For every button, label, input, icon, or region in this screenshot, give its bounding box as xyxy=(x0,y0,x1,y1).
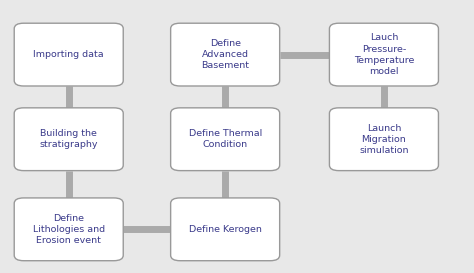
FancyBboxPatch shape xyxy=(14,108,123,171)
FancyBboxPatch shape xyxy=(171,23,280,86)
Text: Define Thermal
Condition: Define Thermal Condition xyxy=(189,129,262,149)
FancyBboxPatch shape xyxy=(329,23,438,86)
FancyBboxPatch shape xyxy=(171,198,280,261)
Text: Define Kerogen: Define Kerogen xyxy=(189,225,262,234)
FancyBboxPatch shape xyxy=(329,108,438,171)
FancyBboxPatch shape xyxy=(14,23,123,86)
Text: Launch
Migration
simulation: Launch Migration simulation xyxy=(359,124,409,155)
FancyBboxPatch shape xyxy=(171,108,280,171)
Text: Building the
stratigraphy: Building the stratigraphy xyxy=(39,129,98,149)
Text: Define
Advanced
Basement: Define Advanced Basement xyxy=(201,39,249,70)
FancyBboxPatch shape xyxy=(14,198,123,261)
Text: Lauch
Pressure-
Temperature
model: Lauch Pressure- Temperature model xyxy=(354,34,414,76)
Text: Importing data: Importing data xyxy=(34,50,104,59)
Text: Define
Lithologies and
Erosion event: Define Lithologies and Erosion event xyxy=(33,214,105,245)
